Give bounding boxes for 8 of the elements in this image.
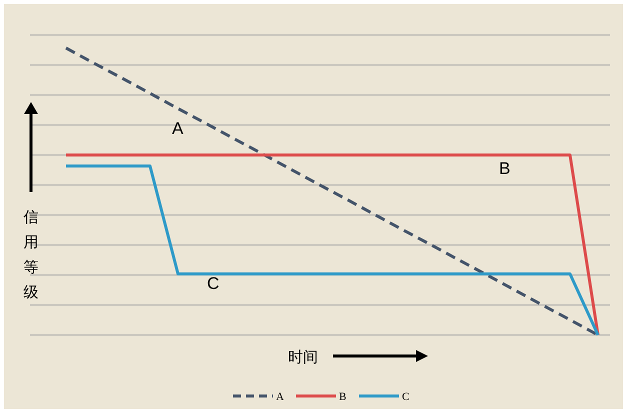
legend-label: B [339,391,346,403]
annotation: A [172,119,184,138]
annotation: B [499,159,510,178]
annotation: C [207,274,220,293]
legend-label: C [402,391,410,403]
legend-label: A [276,391,284,403]
y-axis-title: 信用等级 [24,208,38,301]
x-axis-title: 时间 [288,348,318,366]
